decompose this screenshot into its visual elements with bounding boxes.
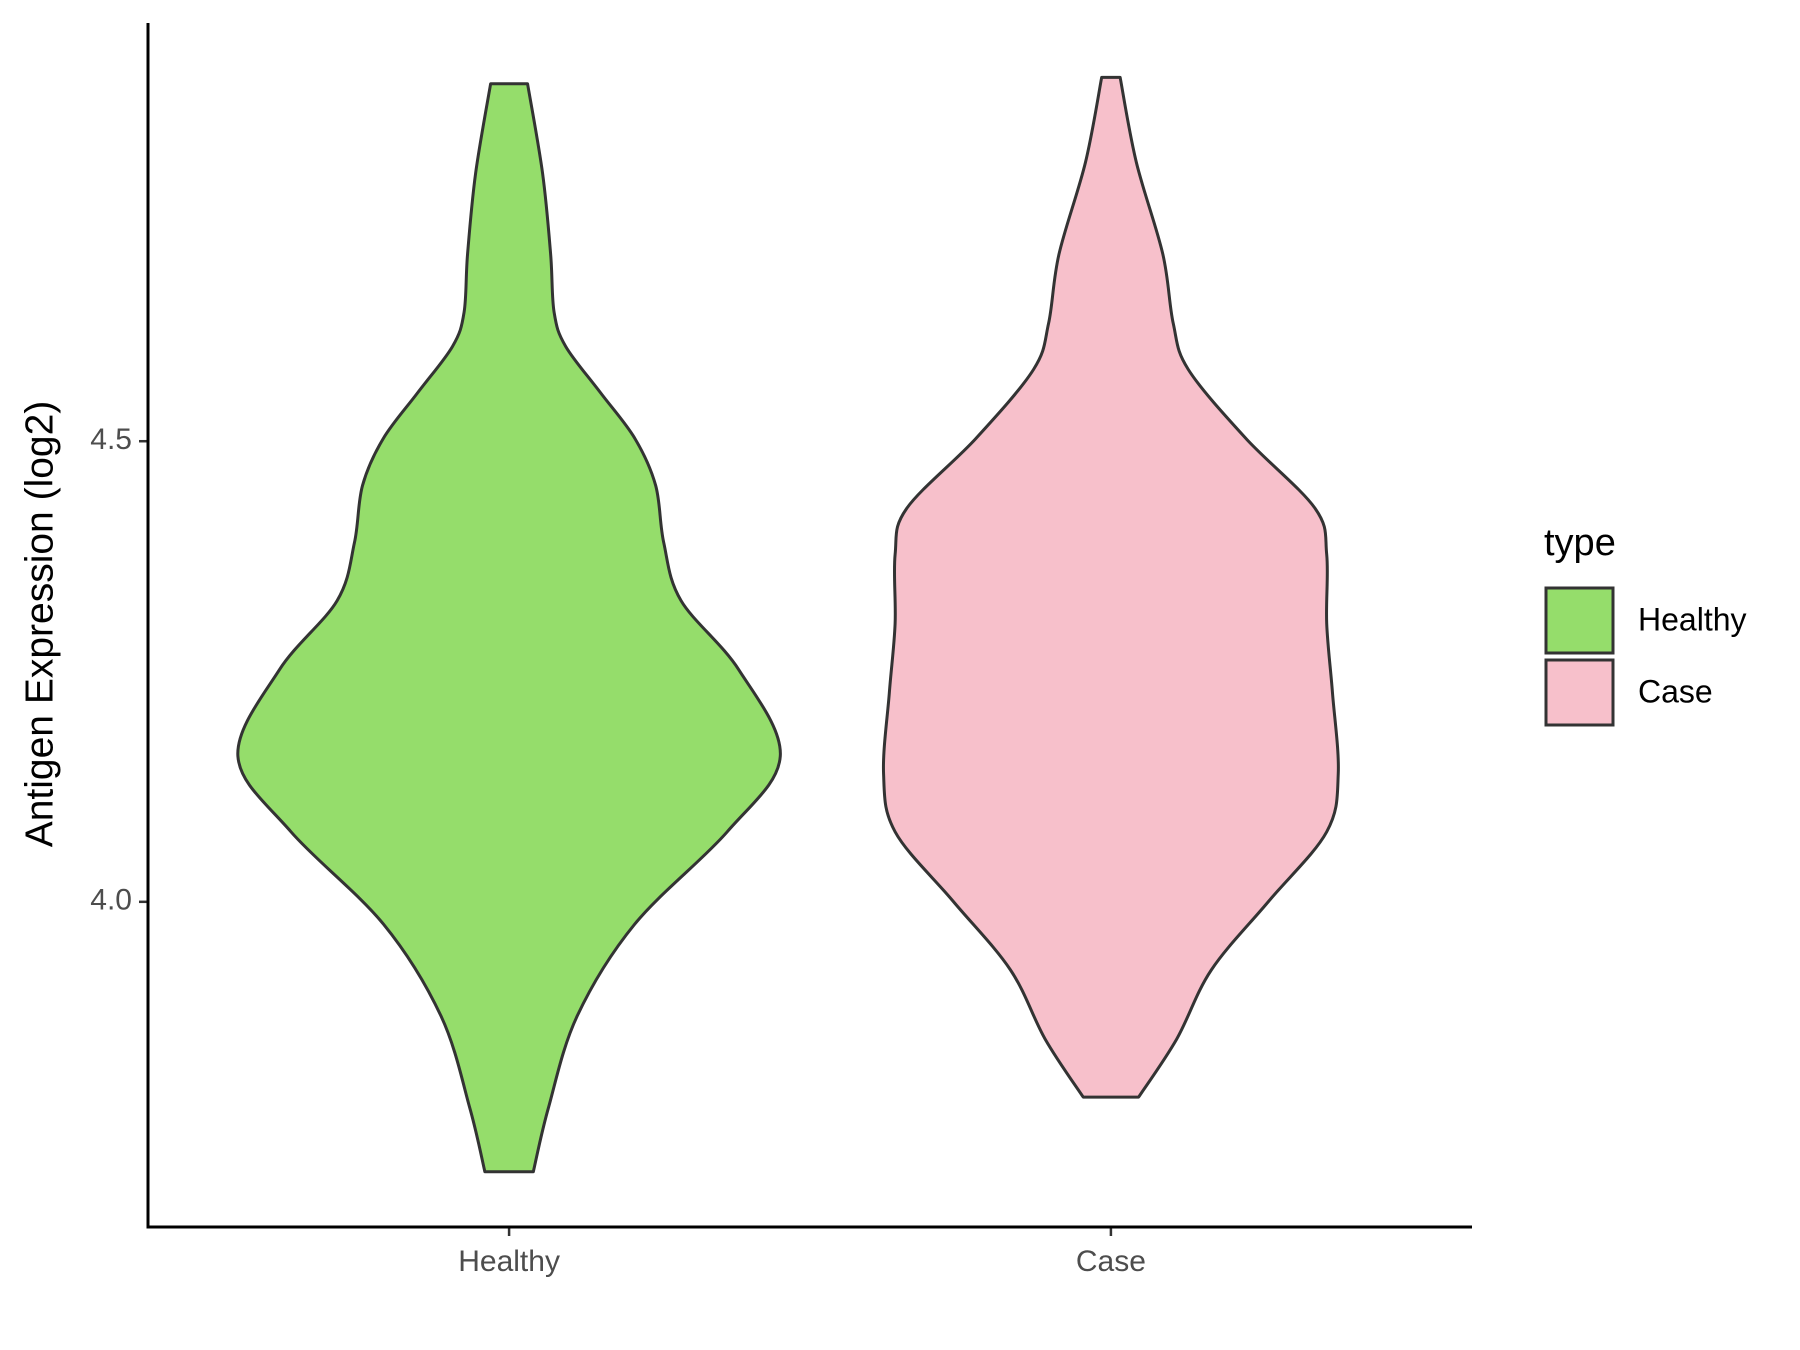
legend-key <box>1544 658 1615 727</box>
x-tick-label: Case <box>1076 1245 1146 1278</box>
legend-title: type <box>1544 522 1616 564</box>
legend-key <box>1544 586 1615 655</box>
y-axis-title: Antigen Expression (log2) <box>18 401 61 848</box>
y-tick-label: 4.5 <box>90 423 132 456</box>
legend-label: Case <box>1638 673 1713 709</box>
legend-label: Healthy <box>1638 601 1747 637</box>
violin <box>881 75 1340 1099</box>
violin <box>236 82 782 1174</box>
x-tick-label: Healthy <box>458 1245 560 1278</box>
y-tick-label: 4.0 <box>90 884 132 917</box>
